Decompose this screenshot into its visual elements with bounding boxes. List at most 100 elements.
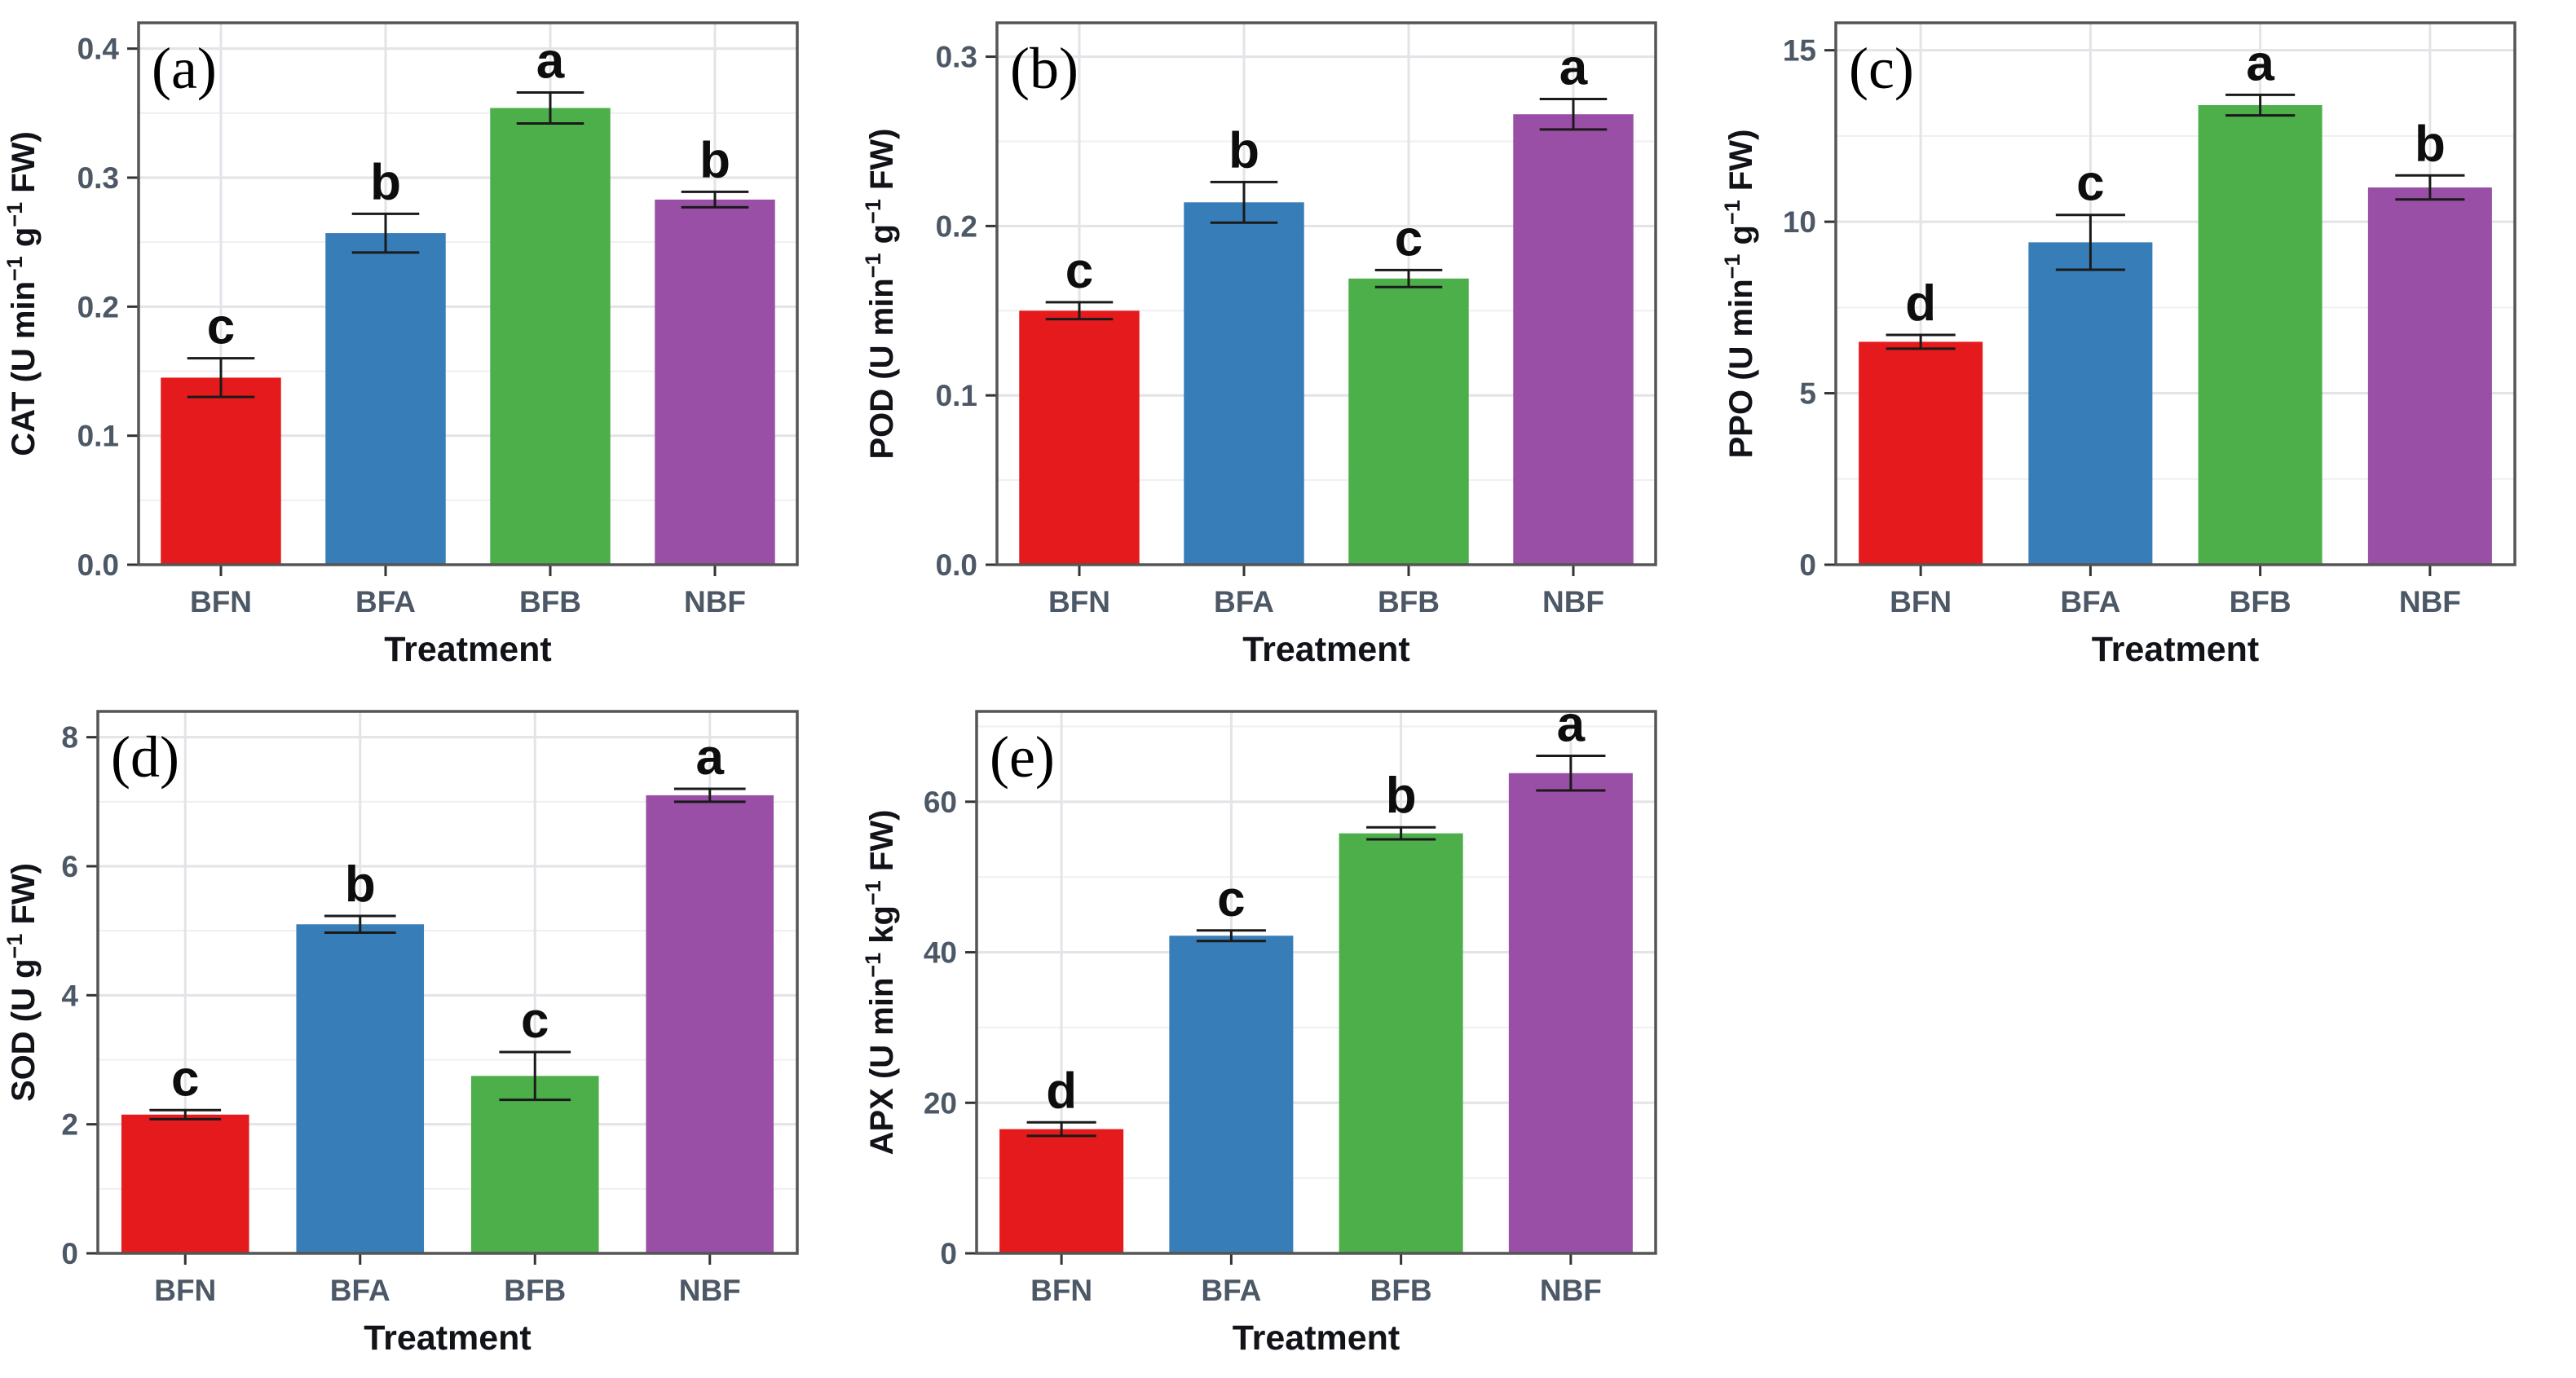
y-tick-label: 0.1 [77, 420, 119, 453]
x-tick-label-bfn: BFN [154, 1274, 216, 1307]
bars [1858, 105, 2492, 565]
bar-bfa [1169, 936, 1294, 1253]
x-tick-label-nbf: NBF [2399, 585, 2461, 619]
sig-letter-bfb: b [1386, 768, 1417, 824]
panel-d: c b c a 0 2 4 6 8 BFN BFA BFB NBF Treatment SOD (U g−1… [0, 689, 858, 1377]
bar-nbf [1509, 773, 1634, 1253]
y-tick-label: 4 [61, 979, 78, 1012]
bar-bfb [490, 108, 611, 565]
y-axis-title: CAT (U min−1 g−1 FW) [2, 131, 42, 456]
bar-bfa [296, 924, 425, 1253]
error-bar-bfn [1046, 301, 1114, 321]
bar-bfn [999, 1129, 1124, 1253]
error-bars [187, 91, 749, 398]
x-axis-title: Treatment [1233, 1319, 1400, 1358]
panel-tag: (a) [152, 36, 217, 101]
sig-letter-bfn: c [207, 299, 235, 355]
x-tick-label-bfn: BFN [190, 585, 252, 619]
bar-bfn [121, 1114, 249, 1253]
x-tick-label-nbf: NBF [679, 1274, 741, 1307]
x-tick-label-nbf: NBF [684, 585, 746, 619]
ppo-bar-chart: d c a b 0 5 10 15 BFN BFA BFB NBF Treatment PPO (U mi… [1717, 0, 2576, 689]
panel-tag: (c) [1849, 36, 1914, 101]
x-tick-label-bfb: BFB [2229, 585, 2291, 619]
panel-tag: (b) [1010, 36, 1078, 101]
y-tick-label: 60 [924, 786, 957, 819]
error-bars [1886, 93, 2465, 350]
panel-a: c b a b 0.0 0.1 0.2 0.3 0.4 BFN BFA BFB NBF Treatment… [0, 0, 858, 689]
bar-bfb [1339, 833, 1463, 1253]
y-tick-label: 5 [1799, 377, 1816, 411]
panel-tag: (e) [990, 724, 1055, 790]
panel-tag: (d) [111, 724, 179, 790]
error-bar-bfb [499, 1050, 571, 1102]
x-axis: BFN BFA BFB NBF [1890, 565, 2461, 619]
apx-bar-chart: d c b a 0 20 40 60 BFN BFA BFB NBF Treatment APX (U m… [858, 689, 1718, 1377]
bars [121, 795, 774, 1253]
sig-letter-bfb: a [2246, 35, 2274, 91]
significance-letters: c b a b [207, 33, 730, 355]
x-tick-label-nbf: NBF [1540, 1274, 1602, 1307]
error-bar-nbf [673, 787, 746, 803]
sig-letter-nbf: b [2415, 116, 2446, 172]
sig-letter-bfb: a [536, 33, 565, 90]
significance-letters: d c a b [1905, 35, 2446, 332]
error-bar-bfa [1211, 180, 1278, 224]
y-tick-label: 0.0 [77, 548, 119, 582]
x-axis-title: Treatment [364, 1319, 532, 1358]
panel-border [975, 710, 1658, 1255]
x-axis: BFN BFA BFB NBF [1048, 565, 1604, 619]
x-axis: BFN BFA BFB NBF [1030, 1253, 1602, 1307]
x-axis-title: Treatment [2091, 630, 2259, 669]
x-axis: BFN BFA BFB NBF [190, 565, 746, 619]
x-axis-title: Treatment [1243, 630, 1411, 669]
x-axis: BFN BFA BFB NBF [154, 1253, 741, 1307]
sig-letter-bfb: c [1395, 210, 1423, 266]
sig-letter-nbf: a [1557, 696, 1586, 752]
significance-letters: c b c a [171, 729, 725, 1107]
bar-bfb [1348, 278, 1470, 565]
y-axis-title: POD (U min−1 g−1 FW) [861, 129, 900, 460]
bar-nbf [2367, 187, 2492, 565]
error-bar-bfb [1375, 268, 1443, 288]
bar-nbf [655, 199, 775, 565]
empty-cell [1718, 689, 2576, 1377]
panel-border [137, 21, 799, 566]
error-bar-bfa [324, 914, 396, 935]
y-tick-label: 0 [1799, 548, 1816, 582]
error-bar-bfa [351, 212, 420, 254]
x-tick-label-nbf: NBF [1542, 585, 1604, 619]
y-tick-label: 0.4 [77, 33, 120, 66]
y-tick-label: 0.3 [77, 161, 119, 195]
significance-letters: d c b a [1047, 696, 1586, 1119]
x-tick-label-bfa: BFA [1214, 585, 1274, 619]
y-axis: 0 5 10 15 [1783, 34, 1836, 582]
error-bar-bfn [187, 357, 255, 398]
error-bar-bfb [516, 91, 584, 125]
error-bar-bfn [1886, 333, 1956, 350]
sig-letter-bfa: c [2076, 156, 2104, 212]
y-axis: 0 2 4 6 8 [61, 721, 98, 1270]
y-tick-label: 40 [924, 936, 957, 970]
sig-letter-nbf: b [699, 132, 730, 188]
x-tick-label-bfn: BFN [1890, 585, 1952, 619]
panel-e: d c b a 0 20 40 60 BFN BFA BFB NBF Treatment APX (U m… [858, 689, 1718, 1377]
bar-bfa [325, 233, 446, 565]
significance-letters: c b c a [1065, 40, 1588, 299]
x-tick-label-bfa: BFA [330, 1274, 390, 1307]
bar-bfb [2198, 105, 2322, 565]
bar-bfn [161, 377, 281, 565]
error-bar-bfb [2225, 93, 2295, 117]
bars [161, 108, 775, 565]
sig-letter-bfn: d [1047, 1063, 1078, 1119]
y-tick-label: 0.3 [936, 41, 977, 74]
y-tick-label: 0.2 [936, 209, 977, 243]
error-bar-nbf [1540, 98, 1608, 131]
y-axis: 0.0 0.1 0.2 0.3 0.4 [77, 33, 139, 582]
bar-bfb [470, 1076, 599, 1253]
sig-letter-bfb: c [521, 993, 549, 1049]
error-bar-nbf [681, 190, 749, 209]
y-tick-label: 15 [1783, 34, 1816, 68]
bar-bfn [1858, 341, 1983, 565]
x-tick-label-bfn: BFN [1030, 1274, 1092, 1307]
